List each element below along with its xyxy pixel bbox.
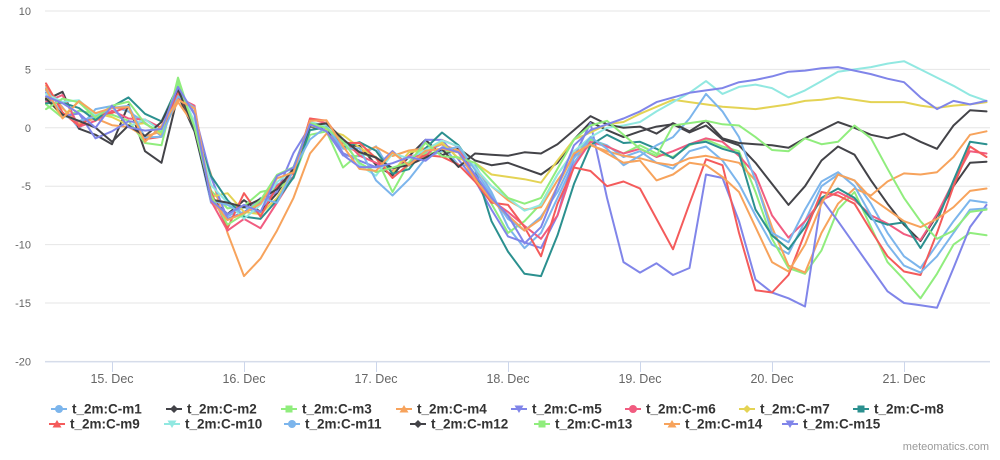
svg-text:t_2m:C-m9: t_2m:C-m9 <box>70 417 140 432</box>
svg-text:t_2m:C-m1: t_2m:C-m1 <box>72 402 142 417</box>
svg-text:t_2m:C-m14: t_2m:C-m14 <box>685 417 763 432</box>
svg-text:t_2m:C-m2: t_2m:C-m2 <box>187 402 257 417</box>
svg-text:t_2m:C-m11: t_2m:C-m11 <box>305 417 382 432</box>
svg-text:5: 5 <box>25 64 31 76</box>
svg-text:t_2m:C-m3: t_2m:C-m3 <box>302 402 372 417</box>
svg-text:t_2m:C-m12: t_2m:C-m12 <box>431 417 508 432</box>
svg-text:t_2m:C-m15: t_2m:C-m15 <box>803 417 881 432</box>
svg-text:16. Dec: 16. Dec <box>222 372 265 386</box>
svg-text:t_2m:C-m10: t_2m:C-m10 <box>185 417 262 432</box>
svg-text:10: 10 <box>19 6 31 18</box>
svg-text:15. Dec: 15. Dec <box>90 372 133 386</box>
svg-text:t_2m:C-m8: t_2m:C-m8 <box>874 402 944 417</box>
svg-text:-5: -5 <box>21 181 31 193</box>
svg-text:-10: -10 <box>15 240 31 252</box>
svg-text:t_2m:C-m4: t_2m:C-m4 <box>417 402 487 417</box>
svg-text:-15: -15 <box>15 298 31 310</box>
svg-text:20. Dec: 20. Dec <box>750 372 793 386</box>
svg-text:t_2m:C-m6: t_2m:C-m6 <box>646 402 716 417</box>
svg-text:t_2m:C-m7: t_2m:C-m7 <box>760 402 830 417</box>
svg-text:0: 0 <box>25 123 31 135</box>
svg-text:t_2m:C-m5: t_2m:C-m5 <box>532 402 602 417</box>
svg-text:21. Dec: 21. Dec <box>882 372 925 386</box>
svg-text:19. Dec: 19. Dec <box>618 372 661 386</box>
svg-text:-20: -20 <box>15 356 31 368</box>
svg-text:17. Dec: 17. Dec <box>354 372 397 386</box>
svg-text:t_2m:C-m13: t_2m:C-m13 <box>555 417 633 432</box>
svg-text:18. Dec: 18. Dec <box>486 372 529 386</box>
svg-text:meteomatics.com: meteomatics.com <box>903 441 989 453</box>
